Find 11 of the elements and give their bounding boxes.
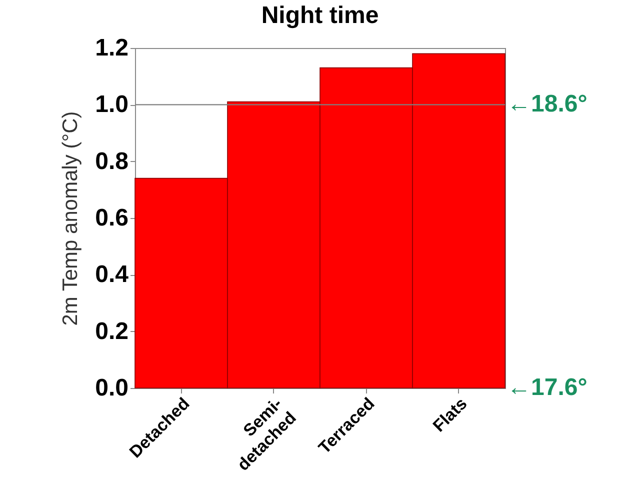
y-axis-title: 2m Temp anomaly (°C) bbox=[59, 111, 82, 326]
y-tick-label: 0.6 bbox=[95, 204, 128, 232]
y-tick-label: 0.0 bbox=[95, 374, 128, 402]
y-tick-label: 1.2 bbox=[95, 34, 128, 62]
chart-title: Night time bbox=[261, 2, 379, 29]
text: ←17.6° bbox=[507, 374, 588, 401]
y-tick-label: 0.8 bbox=[95, 148, 128, 175]
y-tick-label: 0.2 bbox=[95, 318, 128, 345]
ref-line-label: ←18.6° bbox=[507, 90, 588, 118]
y-tick-label: 1.0 bbox=[95, 91, 128, 118]
y-tick-label: 0.4 bbox=[95, 261, 130, 288]
